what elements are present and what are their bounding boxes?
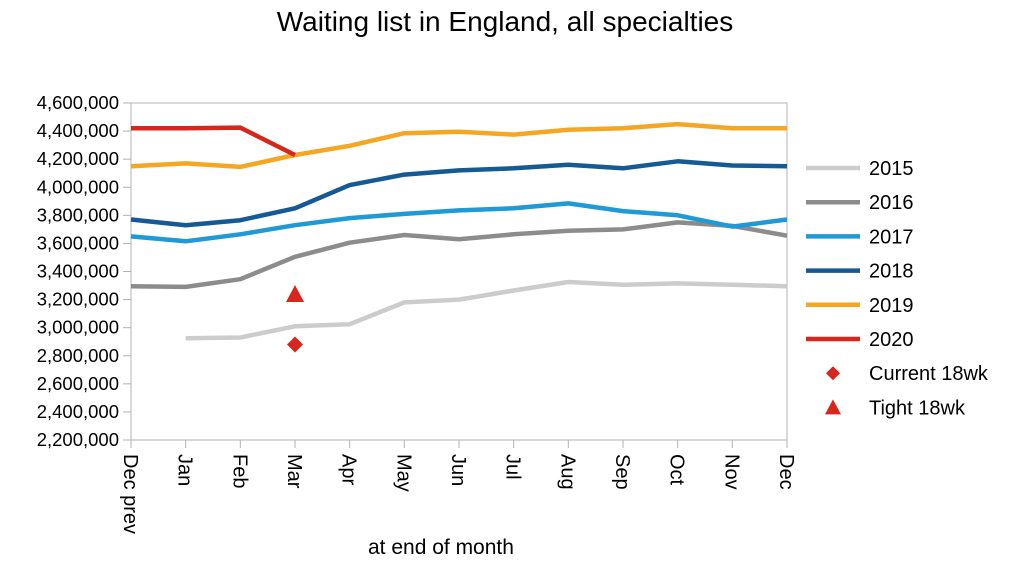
- x-tick-label: Apr: [338, 454, 360, 485]
- series-line-2020: [131, 125, 297, 158]
- series-line-2015: [185, 279, 788, 341]
- y-tick-label: 3,200,000: [37, 289, 119, 310]
- marker-tight-18wk: [286, 284, 304, 302]
- y-tick-label: 3,800,000: [37, 204, 119, 225]
- x-tick-label: Aug: [556, 454, 578, 490]
- series-line-2018: [130, 159, 788, 228]
- x-axis-label: at end of month: [368, 536, 514, 559]
- legend-swatch-tight-18wk: [825, 399, 841, 415]
- series-line-2019: [130, 121, 787, 170]
- x-tick-label: Nov: [720, 454, 742, 490]
- x-tick-label: Jul: [502, 454, 524, 480]
- y-tick-label: 2,200,000: [37, 429, 119, 450]
- y-tick-label: 4,200,000: [37, 148, 119, 169]
- y-tick-label: 2,800,000: [37, 345, 119, 366]
- x-tick-label: Dec prev: [119, 454, 141, 534]
- legend-label: 2016: [869, 192, 914, 214]
- y-tick-label: 3,600,000: [37, 232, 119, 253]
- plot-area-frame: [130, 102, 788, 441]
- x-tick-label: Sep: [611, 454, 633, 490]
- x-tick-label: May: [392, 454, 414, 492]
- series-line-2017: [130, 201, 788, 244]
- marker-current-18wk: [287, 336, 303, 353]
- y-tick-label: 2,600,000: [37, 373, 119, 394]
- x-tick-label: Dec: [775, 454, 797, 490]
- legend-swatch-current-18wk: [826, 366, 840, 381]
- x-tick-label: Jun: [447, 454, 469, 486]
- x-tick-label: Oct: [666, 454, 688, 486]
- legend-label: 2020: [869, 329, 914, 351]
- y-tick-label: 4,400,000: [37, 120, 119, 141]
- y-tick-label: 3,000,000: [37, 317, 119, 338]
- x-tick-label: Mar: [283, 454, 305, 489]
- legend-label: Tight 18wk: [869, 397, 966, 419]
- x-tick-label: Jan: [174, 454, 196, 486]
- legend-label: Current 18wk: [869, 363, 989, 385]
- legend-label: 2019: [869, 295, 914, 317]
- y-tick-label: 4,600,000: [37, 92, 119, 113]
- chart-title: Waiting list in England, all specialties: [276, 6, 734, 37]
- y-tick-label: 4,000,000: [37, 176, 119, 197]
- y-tick-label: 3,400,000: [37, 261, 119, 282]
- y-tick-label: 2,400,000: [37, 401, 119, 422]
- legend-label: 2017: [869, 226, 914, 248]
- x-tick-label: Feb: [228, 454, 250, 488]
- series-line-2016: [130, 220, 788, 290]
- legend-label: 2015: [869, 158, 914, 180]
- legend-label: 2018: [869, 261, 914, 283]
